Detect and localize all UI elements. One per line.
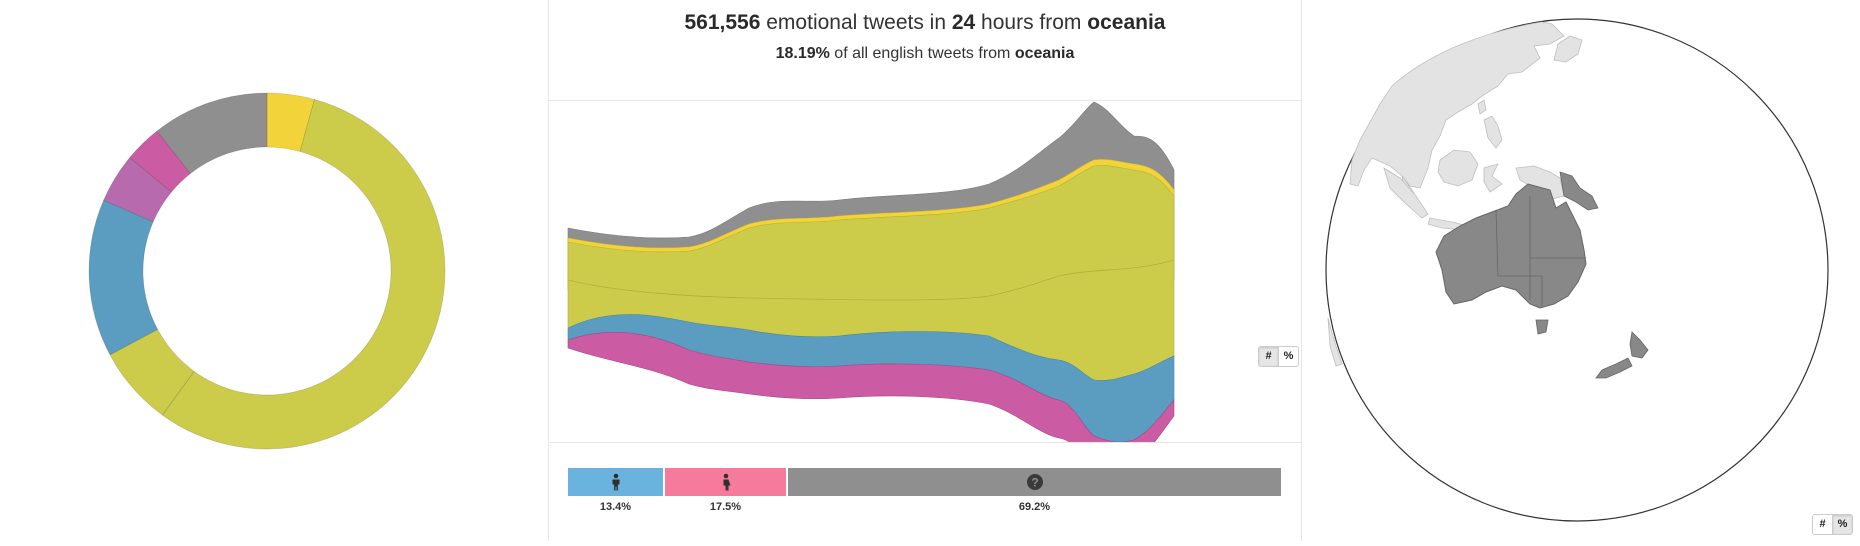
australia-state-borders [1495,196,1586,306]
new-zealand-south-island [1595,357,1633,379]
map-count-toggle[interactable]: # [1813,515,1832,534]
region-name-2: oceania [1014,45,1075,62]
globe-map-panel: # % [1302,0,1860,541]
stream-olive-divider [567,259,1175,301]
gender-male-percent: 13.4% [599,501,632,513]
donut-segment-purple[interactable] [103,156,173,223]
hours-count: 24 [951,11,976,34]
subline: 18.19% of all english tweets from oceani… [549,45,1301,63]
region-name: oceania [1087,11,1166,34]
gender-male-bar [568,468,663,496]
gender-unknown-percent: 69.2% [1018,501,1051,513]
emotion-donut-panel [0,0,548,541]
asia-landmass [1349,21,1565,189]
headline-text-1: emotional tweets in [760,11,952,34]
borneo-landmass [1437,149,1479,187]
taiwan-landmass [1477,99,1487,115]
female-icon [723,473,730,491]
headline-text-2: hours from [975,11,1088,34]
streamgraph-area: # % [549,100,1301,470]
australia-landmass [1435,183,1587,309]
map-mode-toggle: # % [1812,514,1853,535]
globe-edge-landmass [1327,317,1343,367]
emotion-donut-chart [88,92,446,450]
headline: 561,556 emotional tweets in 24 hours fro… [549,11,1301,35]
subline-text: of all english tweets from [829,45,1015,62]
gender-unknown-bar: ? [788,468,1281,496]
stream-percent-toggle[interactable]: % [1278,347,1298,366]
tasmania-landmass [1535,319,1549,335]
stream-magenta-band [567,332,1175,470]
male-icon [612,473,619,491]
donut-segment-magenta[interactable] [129,130,191,193]
sulawesi-landmass [1483,163,1503,193]
donut-segment-gray[interactable] [156,92,268,175]
streamgraph-mode-toggle: # % [1258,346,1299,367]
map-percent-toggle[interactable]: % [1832,515,1852,534]
tweet-count: 561,556 [684,11,761,34]
orthographic-globe-map[interactable] [1302,0,1860,541]
svg-text:?: ? [1031,476,1038,490]
new-zealand-north-island [1629,331,1649,359]
japan-landmass [1553,35,1583,63]
question-icon: ? [1026,474,1043,490]
sumatra-landmass [1383,167,1429,219]
summary-panel: 561,556 emotional tweets in 24 hours fro… [548,0,1302,541]
percent-of-english: 18.19% [775,45,830,62]
donut-segment-olive-large[interactable] [161,98,446,450]
donut-segment-blue[interactable] [88,199,159,356]
stream-count-toggle[interactable]: # [1259,347,1278,366]
gender-female-bar [665,468,786,496]
gender-female-percent: 17.5% [709,501,742,513]
summary-header: 561,556 emotional tweets in 24 hours fro… [549,0,1301,101]
emotion-streamgraph [567,101,1175,470]
papua-new-guinea-landmass [1559,171,1599,211]
philippines-landmass [1483,115,1503,149]
